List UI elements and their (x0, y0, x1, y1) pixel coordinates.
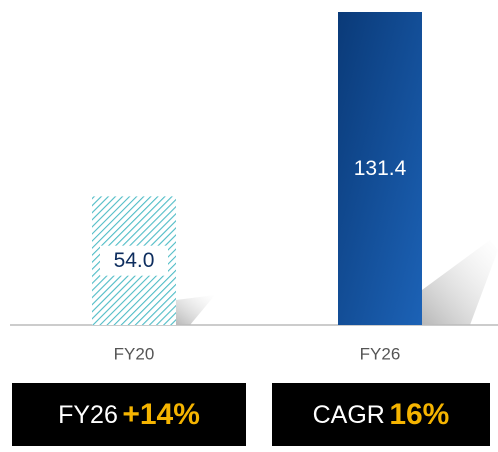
annotation-label: CAGR (313, 401, 385, 429)
value-label-bg (100, 245, 168, 276)
x-tick-label: FY26 (360, 344, 401, 363)
annotation-box (12, 383, 246, 446)
bar-shadow (422, 240, 498, 325)
annotation: FY26 +14% (58, 398, 200, 431)
bar-shadow (176, 295, 215, 325)
annotation-box (272, 383, 490, 446)
value-label: 54.0 (114, 249, 155, 272)
annotation-value: 16% (389, 398, 449, 431)
annotation-value: +14% (122, 398, 200, 431)
annotation-label: FY26 (58, 401, 118, 429)
bar (338, 12, 422, 325)
value-label: 131.4 (354, 157, 407, 180)
x-tick-label: FY20 (114, 344, 155, 363)
annotation: CAGR 16% (313, 398, 450, 431)
